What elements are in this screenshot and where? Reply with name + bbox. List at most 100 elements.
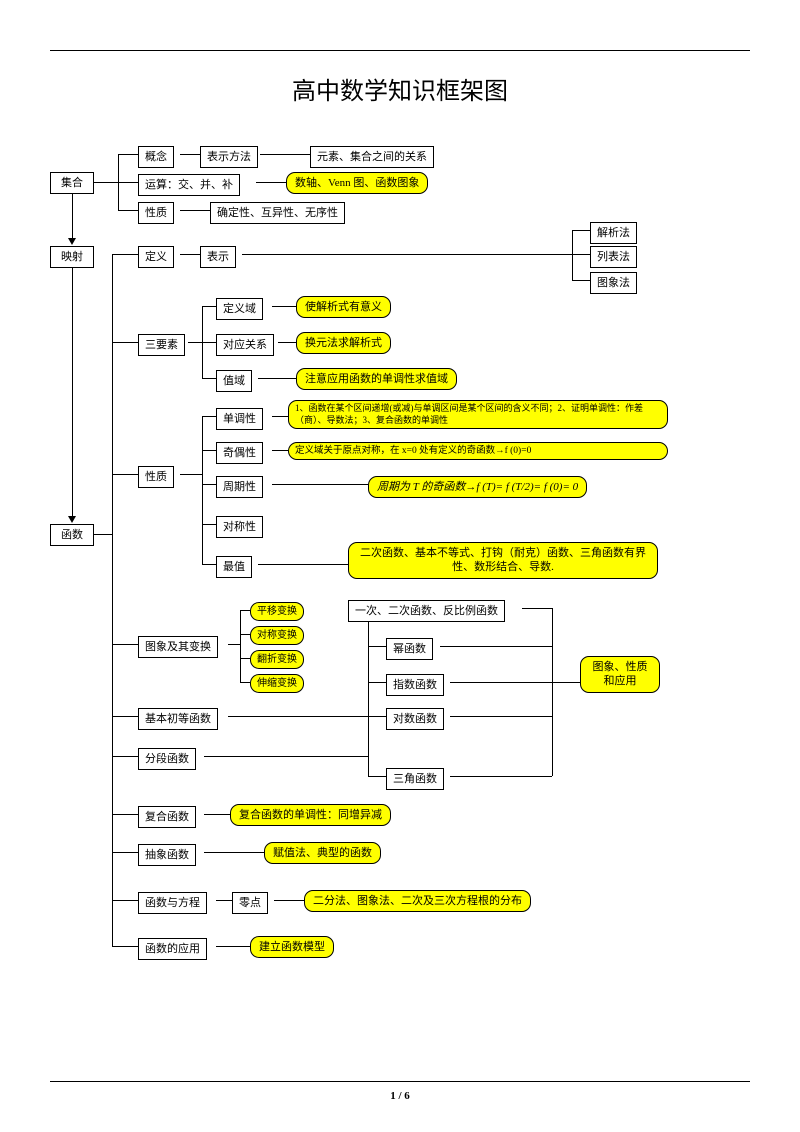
edge [204, 852, 264, 853]
page: 高中数学知识框架图 集合 映射 函数 概念 表示方法 元素、集合之间的关系 运算… [0, 0, 800, 1132]
node-abstract: 抽象函数 [138, 844, 196, 866]
node-elementary: 基本初等函数 [138, 708, 218, 730]
edge [572, 230, 590, 231]
edge [272, 306, 296, 307]
edge [368, 646, 386, 647]
node-domain: 定义域 [216, 298, 263, 320]
edge [118, 154, 138, 155]
node-trig: 三角函数 [386, 768, 444, 790]
edge [552, 608, 553, 776]
edge [368, 716, 386, 717]
page-title: 高中数学知识框架图 [50, 71, 750, 106]
edge [202, 564, 216, 565]
edge [522, 608, 552, 609]
note-corr: 换元法求解析式 [296, 332, 391, 354]
edge [204, 756, 368, 757]
edge [572, 254, 590, 255]
edge [112, 254, 138, 255]
edge [240, 610, 250, 611]
edge [272, 484, 368, 485]
edge [202, 342, 216, 343]
page-number: 1 / 6 [0, 1090, 800, 1102]
node-composite: 复合函数 [138, 806, 196, 828]
node-set: 集合 [50, 172, 94, 194]
note-scale: 伸缩变换 [250, 674, 304, 693]
edge [112, 644, 138, 645]
edge [440, 646, 552, 647]
edge [112, 342, 138, 343]
edge [118, 182, 138, 183]
node-piecewise: 分段函数 [138, 748, 196, 770]
edge [368, 776, 386, 777]
node-log: 对数函数 [386, 708, 444, 730]
edge [260, 154, 310, 155]
node-corr: 对应关系 [216, 334, 274, 356]
edge [240, 658, 250, 659]
node-application: 函数的应用 [138, 938, 207, 960]
node-set-prop: 性质 [138, 202, 174, 224]
edge [94, 182, 118, 183]
edge [272, 416, 288, 417]
node-graph-method: 图象法 [590, 272, 637, 294]
edge [216, 946, 250, 947]
edge [228, 644, 240, 645]
edge [202, 378, 216, 379]
edge [240, 610, 241, 682]
edge [242, 254, 572, 255]
edge [112, 756, 138, 757]
node-func-eq: 函数与方程 [138, 892, 207, 914]
edge [180, 154, 200, 155]
edge [188, 342, 202, 343]
note-max: 二次函数、基本不等式、打钩（耐克）函数、三角函数有界性、数形结合、导数. [348, 542, 658, 579]
note-abstract: 赋值法、典型的函数 [264, 842, 381, 864]
node-exp: 指数函数 [386, 674, 444, 696]
edge [228, 716, 368, 717]
arrow-icon [68, 238, 76, 245]
edge [258, 378, 296, 379]
node-max: 最值 [216, 556, 252, 578]
edge [272, 450, 288, 451]
node-power: 幂函数 [386, 638, 433, 660]
top-rule [50, 50, 750, 51]
edge [572, 230, 573, 280]
node-show: 表示 [200, 246, 236, 268]
node-symmetry: 对称性 [216, 516, 263, 538]
edge [202, 416, 203, 564]
note-parity: 定义域关于原点对称，在 x=0 处有定义的奇函数→f (0)=0 [288, 442, 668, 460]
note-application: 建立函数模型 [250, 936, 334, 958]
edge [258, 564, 348, 565]
edge [112, 946, 138, 947]
note-shift: 平移变换 [250, 602, 304, 621]
edge [112, 814, 138, 815]
note-operation: 数轴、Venn 图、函数图象 [286, 172, 428, 194]
edge [112, 900, 138, 901]
edge [72, 194, 73, 240]
edge [112, 254, 113, 946]
node-parity: 奇偶性 [216, 442, 263, 464]
edge [118, 210, 138, 211]
flowchart: 集合 映射 函数 概念 表示方法 元素、集合之间的关系 运算：交、并、补 数轴、… [50, 146, 750, 996]
edge [450, 716, 552, 717]
node-method: 表示方法 [200, 146, 258, 168]
edge [368, 682, 386, 683]
edge [202, 306, 216, 307]
note-period: 周期为 T 的奇函数→f (T)= f (T/2)= f (0)= 0 [368, 476, 587, 498]
edge [368, 608, 369, 776]
arrow-icon [68, 516, 76, 523]
node-graph-trans: 图象及其变换 [138, 636, 218, 658]
edge [202, 416, 216, 417]
edge [204, 814, 230, 815]
edge [180, 474, 202, 475]
edge [552, 682, 580, 683]
node-operation: 运算：交、并、补 [138, 174, 240, 196]
edge [180, 254, 200, 255]
edge [240, 634, 250, 635]
node-relation: 元素、集合之间的关系 [310, 146, 434, 168]
edge [572, 280, 590, 281]
edge [278, 342, 296, 343]
edge [112, 852, 138, 853]
node-function: 函数 [50, 524, 94, 546]
edge [180, 210, 210, 211]
edge [202, 450, 216, 451]
node-range: 值域 [216, 370, 252, 392]
